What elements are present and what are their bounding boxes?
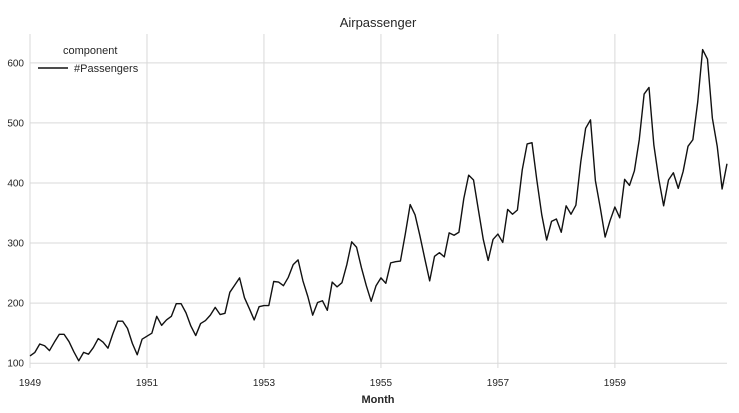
y-axis-ticks: 100 200 300 400 500 600 [7,58,24,369]
x-tick-label: 1957 [487,378,510,389]
x-tick-label: 1955 [370,378,393,389]
legend-title: component [63,45,117,57]
legend-entry-passengers: #Passengers [74,63,139,75]
series-layer [29,48,728,362]
x-axis-label: Month [362,394,395,406]
x-tick-label: 1953 [253,378,276,389]
series-line-passengers [29,48,728,362]
y-tick-label: 600 [7,58,24,69]
y-tick-label: 500 [7,118,24,129]
chart-title: Airpassenger [340,15,417,30]
x-axis-ticks: 1949 1951 1953 1955 1957 1959 [19,378,627,389]
grid [29,34,727,368]
x-tick-label: 1959 [604,378,627,389]
y-tick-label: 200 [7,299,24,310]
y-tick-label: 100 [7,359,24,370]
y-tick-label: 300 [7,239,24,250]
legend: component #Passengers [38,45,139,75]
x-tick-label: 1949 [19,378,42,389]
x-tick-label: 1951 [136,378,159,389]
y-tick-label: 400 [7,178,24,189]
